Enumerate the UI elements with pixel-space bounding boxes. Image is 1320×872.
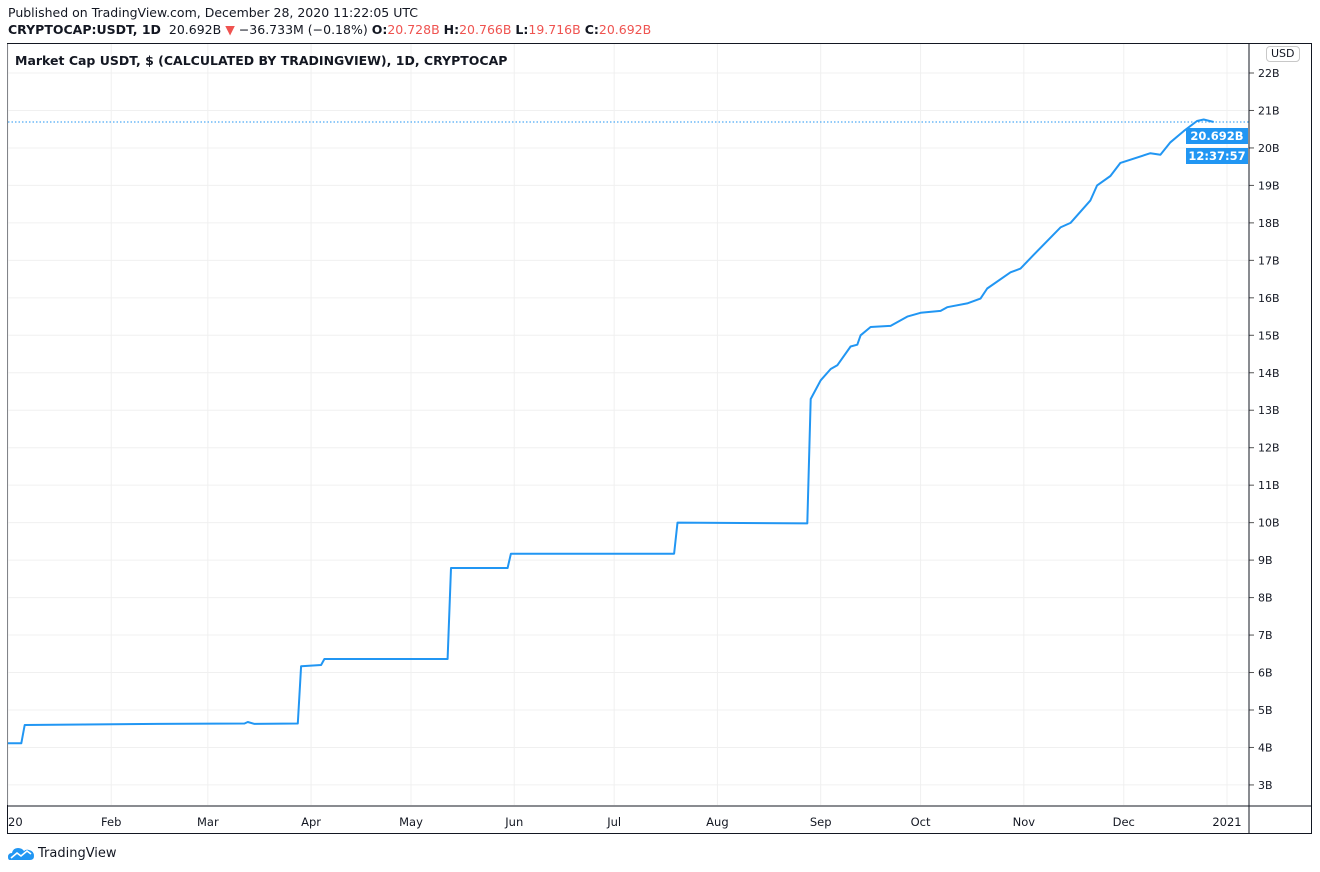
y-tick-label: 6B — [1258, 667, 1273, 680]
last-price: 20.692B — [168, 22, 222, 37]
tradingview-cloud-icon — [8, 848, 34, 860]
x-tick-label: Dec — [1113, 815, 1135, 829]
y-tick-label: 15B — [1258, 329, 1280, 342]
published-note: Published on TradingView.com, December 2… — [8, 5, 419, 20]
y-tick-label: 22B — [1258, 67, 1280, 80]
x-tick-label: Oct — [911, 815, 931, 829]
y-tick-label: 18B — [1258, 217, 1280, 230]
x-tick-label: Jul — [606, 815, 621, 829]
high-label: H: — [443, 22, 460, 37]
low-value: 19.716B — [528, 22, 581, 37]
x-tick-label: Apr — [301, 815, 321, 829]
open-value: 20.728B — [387, 22, 440, 37]
y-tick-label: 21B — [1258, 104, 1280, 117]
y-tick-label: 12B — [1258, 442, 1280, 455]
y-tick-label: 4B — [1258, 741, 1273, 754]
y-tick-label: 20B — [1258, 142, 1280, 155]
last-price-label: 20.692B — [1186, 128, 1248, 144]
y-tick-label: 17B — [1258, 254, 1280, 267]
y-tick-label: 3B — [1258, 779, 1273, 792]
x-tick-label: Sep — [810, 815, 832, 829]
y-tick-label: 14B — [1258, 367, 1280, 380]
countdown-label: 12:37:57 — [1186, 148, 1248, 164]
x-tick-label: Nov — [1013, 815, 1036, 829]
x-tick-label: Mar — [197, 815, 219, 829]
y-tick-label: 11B — [1258, 479, 1280, 492]
close-label: C: — [584, 22, 599, 37]
y-tick-label: 19B — [1258, 179, 1280, 192]
tradingview-logo[interactable]: TradingView — [8, 845, 117, 861]
x-tick-label: May — [399, 815, 423, 829]
y-tick-label: 8B — [1258, 592, 1273, 605]
x-tick-label: Feb — [101, 815, 121, 829]
close-value: 20.692B — [598, 22, 652, 37]
chart-title: Market Cap USDT, $ (CALCULATED BY TRADIN… — [15, 53, 508, 68]
y-tick-label: 16B — [1258, 292, 1280, 305]
brand-name: TradingView — [38, 845, 117, 861]
series-line — [8, 118, 1214, 745]
open-label: O: — [371, 22, 388, 37]
symbol-info: CRYPTOCAP:USDT, 1D 20.692B ▼ −36.733M (−… — [8, 22, 651, 37]
x-tick-label: 2021 — [1212, 815, 1241, 829]
change-value: −36.733M (−0.18%) — [238, 22, 368, 37]
currency-button[interactable]: USD — [1266, 46, 1300, 62]
y-tick-label: 13B — [1258, 404, 1280, 417]
y-tick-label: 10B — [1258, 517, 1280, 530]
y-tick-label: 5B — [1258, 704, 1273, 717]
x-tick-label: Jun — [504, 815, 523, 829]
triangle-down-icon: ▼ — [225, 22, 235, 37]
low-label: L: — [515, 22, 529, 37]
symbol-label: CRYPTOCAP:USDT, 1D — [8, 22, 161, 37]
y-tick-label: 9B — [1258, 554, 1273, 567]
y-tick-label: 7B — [1258, 629, 1273, 642]
high-value: 20.766B — [459, 22, 512, 37]
x-tick-label: 20 — [8, 815, 23, 829]
x-tick-label: Aug — [706, 815, 728, 829]
